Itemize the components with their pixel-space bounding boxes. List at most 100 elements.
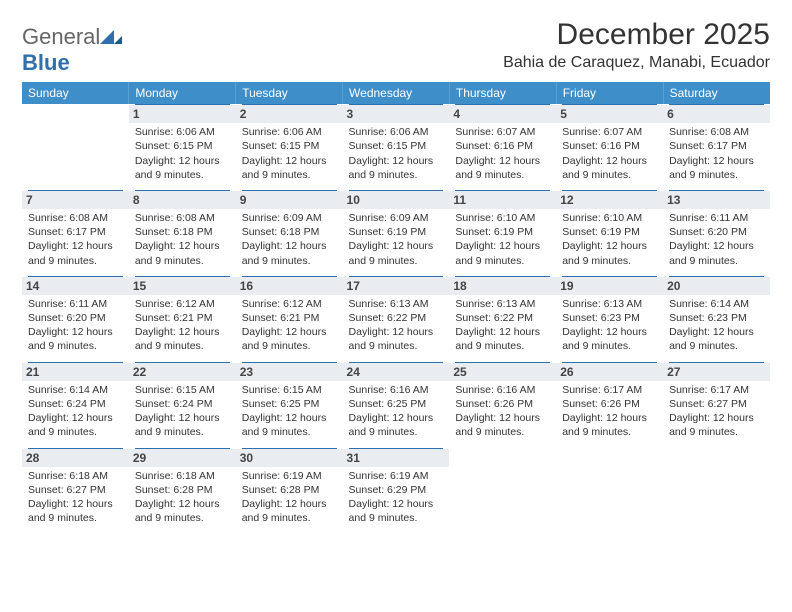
day-number: 25 [449, 363, 556, 381]
day-detail: Sunset: 6:15 PM [349, 139, 444, 153]
day-detail: Daylight: 12 hours and 9 minutes. [455, 325, 550, 353]
calendar-cell: 21Sunrise: 6:14 AMSunset: 6:24 PMDayligh… [22, 362, 129, 448]
day-number: 9 [236, 191, 343, 209]
logo-mark-icon [100, 24, 122, 50]
day-detail: Daylight: 12 hours and 9 minutes. [135, 154, 230, 182]
day-detail: Sunrise: 6:11 AM [669, 211, 764, 225]
day-detail: Sunset: 6:19 PM [349, 225, 444, 239]
day-detail: Sunrise: 6:08 AM [28, 211, 123, 225]
day-number: 3 [343, 105, 450, 123]
calendar-cell: 27Sunrise: 6:17 AMSunset: 6:27 PMDayligh… [663, 362, 770, 448]
day-detail: Daylight: 12 hours and 9 minutes. [135, 325, 230, 353]
day-detail: Daylight: 12 hours and 9 minutes. [135, 411, 230, 439]
calendar-cell: 4Sunrise: 6:07 AMSunset: 6:16 PMDaylight… [449, 104, 556, 190]
day-detail: Sunrise: 6:15 AM [135, 383, 230, 397]
day-number: 31 [343, 449, 450, 467]
day-detail: Sunrise: 6:17 AM [562, 383, 657, 397]
day-detail: Daylight: 12 hours and 9 minutes. [562, 411, 657, 439]
day-number: 12 [556, 191, 663, 209]
day-detail: Sunset: 6:18 PM [135, 225, 230, 239]
day-detail: Sunset: 6:17 PM [669, 139, 764, 153]
day-detail: Sunrise: 6:12 AM [135, 297, 230, 311]
calendar-cell: 8Sunrise: 6:08 AMSunset: 6:18 PMDaylight… [129, 190, 236, 276]
day-detail: Daylight: 12 hours and 9 minutes. [562, 154, 657, 182]
calendar-cell: 23Sunrise: 6:15 AMSunset: 6:25 PMDayligh… [236, 362, 343, 448]
day-detail: Sunset: 6:27 PM [669, 397, 764, 411]
day-detail: Sunset: 6:25 PM [349, 397, 444, 411]
day-detail: Sunset: 6:15 PM [135, 139, 230, 153]
day-detail: Sunset: 6:19 PM [455, 225, 550, 239]
day-detail: Sunrise: 6:19 AM [242, 469, 337, 483]
day-detail: Sunrise: 6:13 AM [455, 297, 550, 311]
day-detail: Daylight: 12 hours and 9 minutes. [455, 154, 550, 182]
dow-header: Saturday [663, 82, 770, 104]
dow-header: Friday [556, 82, 663, 104]
day-detail: Sunset: 6:19 PM [562, 225, 657, 239]
calendar-cell: 30Sunrise: 6:19 AMSunset: 6:28 PMDayligh… [236, 448, 343, 534]
day-detail: Sunset: 6:17 PM [28, 225, 123, 239]
calendar-cell: 11Sunrise: 6:10 AMSunset: 6:19 PMDayligh… [449, 190, 556, 276]
day-number: 21 [22, 363, 129, 381]
calendar-cell: 6Sunrise: 6:08 AMSunset: 6:17 PMDaylight… [663, 104, 770, 190]
day-detail: Sunrise: 6:09 AM [242, 211, 337, 225]
day-number: 5 [556, 105, 663, 123]
calendar-cell: 15 Sunrise: 6:12 AMSunset: 6:21 PMDayligh… [129, 276, 236, 362]
day-detail: Sunrise: 6:11 AM [28, 297, 123, 311]
day-number: 15 [129, 277, 236, 295]
day-detail: Daylight: 12 hours and 9 minutes. [669, 325, 764, 353]
day-detail: Sunset: 6:20 PM [28, 311, 123, 325]
day-number: 13 [663, 191, 770, 209]
dow-header: Tuesday [236, 82, 343, 104]
calendar-cell: 26Sunrise: 6:17 AMSunset: 6:26 PMDayligh… [556, 362, 663, 448]
calendar-cell: 13Sunrise: 6:11 AMSunset: 6:20 PMDayligh… [663, 190, 770, 276]
day-detail: Sunset: 6:21 PM [135, 311, 230, 325]
day-number: 17 [343, 277, 450, 295]
day-number: 14 [22, 277, 129, 295]
calendar-cell: 12Sunrise: 6:10 AMSunset: 6:19 PMDayligh… [556, 190, 663, 276]
day-detail: Daylight: 12 hours and 9 minutes. [349, 239, 444, 267]
day-detail: Daylight: 12 hours and 9 minutes. [669, 239, 764, 267]
day-detail: Sunset: 6:23 PM [669, 311, 764, 325]
calendar-cell [663, 448, 770, 534]
day-detail: Sunrise: 6:09 AM [349, 211, 444, 225]
calendar-cell: 17Sunrise: 6:13 AMSunset: 6:22 PMDayligh… [343, 276, 450, 362]
day-detail: Sunset: 6:28 PM [135, 483, 230, 497]
calendar-cell: 14Sunrise: 6:11 AMSunset: 6:20 PMDayligh… [22, 276, 129, 362]
dow-header: Wednesday [343, 82, 450, 104]
day-detail: Daylight: 12 hours and 9 minutes. [669, 154, 764, 182]
day-detail: Daylight: 12 hours and 9 minutes. [562, 239, 657, 267]
day-detail: Sunset: 6:28 PM [242, 483, 337, 497]
day-detail: Daylight: 12 hours and 9 minutes. [135, 239, 230, 267]
day-detail: Sunrise: 6:17 AM [669, 383, 764, 397]
calendar-cell: 16Sunrise: 6:12 AMSunset: 6:21 PMDayligh… [236, 276, 343, 362]
day-detail: Sunset: 6:22 PM [455, 311, 550, 325]
day-detail: Sunrise: 6:08 AM [669, 125, 764, 139]
day-detail: Sunset: 6:23 PM [562, 311, 657, 325]
day-detail: Sunrise: 6:07 AM [455, 125, 550, 139]
calendar-cell: 10Sunrise: 6:09 AMSunset: 6:19 PMDayligh… [343, 190, 450, 276]
day-detail: Sunset: 6:16 PM [455, 139, 550, 153]
day-detail: Sunrise: 6:06 AM [349, 125, 444, 139]
day-detail: Daylight: 12 hours and 9 minutes. [349, 497, 444, 525]
day-detail: Sunset: 6:16 PM [562, 139, 657, 153]
day-detail: Sunset: 6:22 PM [349, 311, 444, 325]
day-detail: Daylight: 12 hours and 9 minutes. [242, 239, 337, 267]
day-detail: Daylight: 12 hours and 9 minutes. [242, 411, 337, 439]
day-detail: Sunset: 6:21 PM [242, 311, 337, 325]
day-number: 27 [663, 363, 770, 381]
day-number: 7 [22, 191, 129, 209]
calendar-cell: 24Sunrise: 6:16 AMSunset: 6:25 PMDayligh… [343, 362, 450, 448]
day-number: 11 [449, 191, 556, 209]
calendar-cell [449, 448, 556, 534]
day-detail: Daylight: 12 hours and 9 minutes. [455, 411, 550, 439]
day-number: 16 [236, 277, 343, 295]
calendar-cell: 25Sunrise: 6:16 AMSunset: 6:26 PMDayligh… [449, 362, 556, 448]
day-number: 2 [236, 105, 343, 123]
day-detail: Sunset: 6:27 PM [28, 483, 123, 497]
calendar-cell: 9Sunrise: 6:09 AMSunset: 6:18 PMDaylight… [236, 190, 343, 276]
page-title: December 2025 [503, 18, 770, 52]
dow-header: Sunday [22, 82, 129, 104]
day-detail: Sunrise: 6:14 AM [669, 297, 764, 311]
day-detail: Sunset: 6:26 PM [455, 397, 550, 411]
day-number: 1 [129, 105, 236, 123]
